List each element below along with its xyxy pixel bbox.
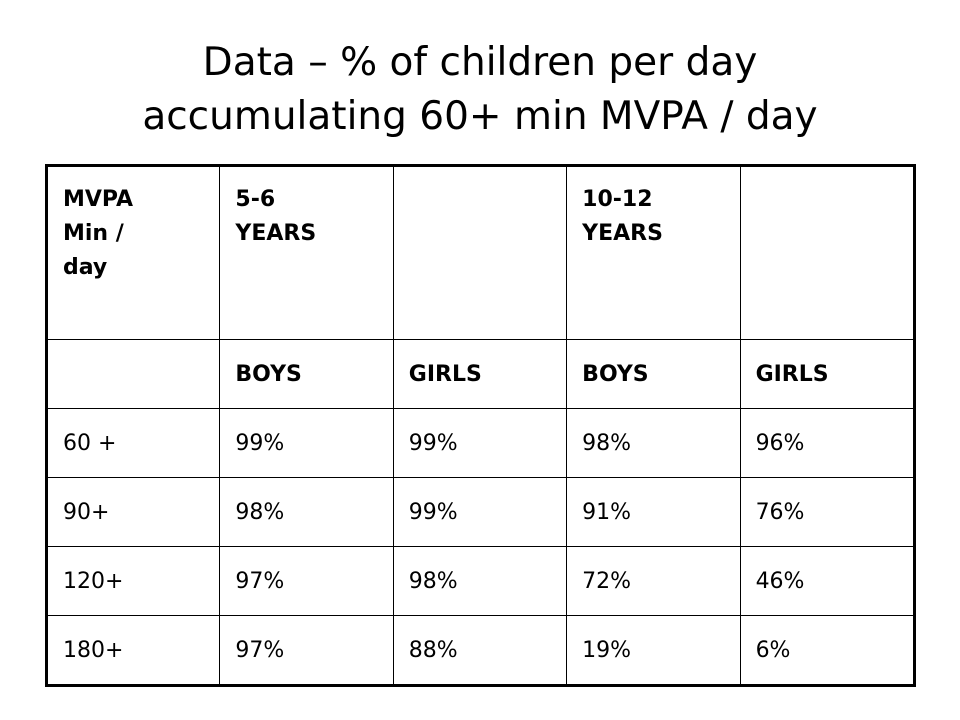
table-cell: 60 + (45, 408, 221, 478)
subheader-cell: GIRLS (392, 339, 568, 409)
table-row: 90+ 98% 99% 91% 76% (45, 477, 916, 547)
header-cell-mvpa: MVPA Min / day (45, 165, 221, 340)
table-cell: 88% (392, 615, 568, 686)
header-text: day (63, 255, 108, 280)
table-cell: 6% (739, 615, 916, 686)
table-cell: 99% (219, 408, 394, 478)
table-row: 60 + 99% 99% 98% 96% (45, 408, 916, 478)
header-text: YEARS (582, 221, 663, 246)
table-cell: 99% (392, 477, 568, 547)
slide-title: Data – % of children per day accumulatin… (0, 36, 960, 144)
table-row: 180+ 97% 88% 19% 6% (45, 615, 916, 686)
table-cell: 97% (219, 546, 394, 616)
header-text: Min / (63, 221, 124, 246)
header-cell-age-5-6: 5-6 YEARS (219, 165, 394, 340)
table-cell: 96% (739, 408, 916, 478)
subheader-cell (45, 339, 221, 409)
subheader-cell: GIRLS (739, 339, 916, 409)
subheader-cell: BOYS (566, 339, 741, 409)
header-text: 5-6 (235, 187, 276, 212)
header-text: 10-12 (582, 187, 653, 212)
table-cell: 46% (739, 546, 916, 616)
subheader-cell: BOYS (219, 339, 394, 409)
mvpa-table: MVPA Min / day 5-6 YEARS 10-12 YEARS BOY… (45, 164, 916, 687)
table-cell: 98% (219, 477, 394, 547)
table-cell: 120+ (45, 546, 221, 616)
table-cell: 90+ (45, 477, 221, 547)
title-line-1: Data – % of children per day (202, 40, 758, 85)
title-line-2: accumulating 60+ min MVPA / day (142, 94, 818, 139)
table-cell: 180+ (45, 615, 221, 686)
table-cell: 99% (392, 408, 568, 478)
header-text: MVPA (63, 187, 134, 212)
table-cell: 97% (219, 615, 394, 686)
header-cell-age-10-12: 10-12 YEARS (566, 165, 741, 340)
table-header-row: MVPA Min / day 5-6 YEARS 10-12 YEARS (45, 165, 916, 340)
table-row: 120+ 97% 98% 72% 46% (45, 546, 916, 616)
table-cell: 76% (739, 477, 916, 547)
table-cell: 98% (392, 546, 568, 616)
table-subheader-row: BOYS GIRLS BOYS GIRLS (45, 339, 916, 409)
table-cell: 19% (566, 615, 741, 686)
table-cell: 72% (566, 546, 741, 616)
header-cell-empty (739, 165, 916, 340)
header-cell-empty (392, 165, 568, 340)
header-text: YEARS (235, 221, 317, 246)
table-cell: 91% (566, 477, 741, 547)
table-cell: 98% (566, 408, 741, 478)
